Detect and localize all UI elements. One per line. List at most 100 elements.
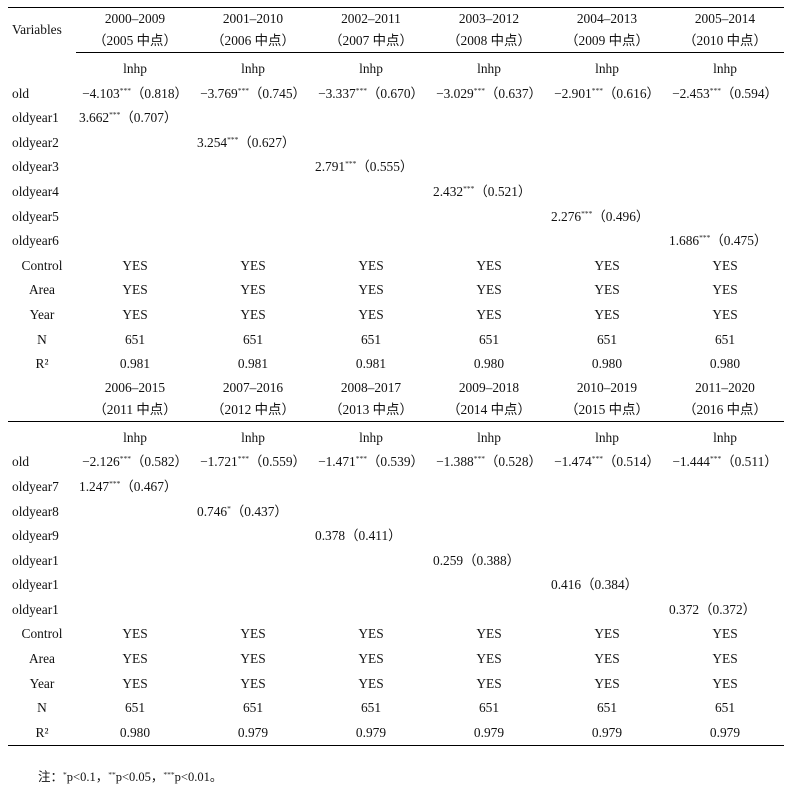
significance-stars: * [227,503,231,513]
row-label: oldyear1 [8,598,76,623]
midpoint-label: （2013 中点） [329,401,413,417]
cell-value: YES [122,257,148,273]
dep-var-cell: lnhp [194,426,312,451]
empty-cell [666,475,784,500]
empty-cell [8,398,76,422]
cell-value: 0.979 [237,724,269,740]
cell: YES [194,254,312,279]
empty-cell [76,500,194,525]
cell-value: 0.981 [237,356,269,372]
cell: YES [194,303,312,328]
n-row: N 651 651 651 651 651 651 [8,696,784,721]
dependent-variable-row: lnhp lnhp lnhp lnhp lnhp lnhp [8,57,784,82]
cell-value: YES [594,626,620,642]
variables-header [8,377,76,399]
row-label: Area [8,647,76,672]
empty-cell [312,475,430,500]
oldyear-coef-cell: 3.254***（0.627） [194,131,312,156]
year-row: Year YES YES YES YES YES YES [8,303,784,328]
coef-value: −3.337 [318,85,356,101]
oldyear-row: oldyear1 0.416（0.384） [8,573,784,598]
cell: YES [430,672,548,697]
empty-cell [8,57,76,82]
r2-row: R² 0.981 0.981 0.981 0.980 0.980 0.980 [8,352,784,377]
cell: 0.981 [312,352,430,377]
empty-cell [76,524,194,549]
empty-cell [666,106,784,131]
row-label-text: Control [21,257,63,273]
period-header: 2008–2017 [312,377,430,399]
midpoint-label: （2012 中点） [211,401,295,417]
significance-stars: *** [699,233,711,243]
oldyear-coef-cell: 0.416（0.384） [548,573,666,598]
standard-error: （0.528） [485,454,542,470]
cell: 0.979 [312,720,430,747]
old-coef-cell: −1.474***（0.514） [548,450,666,475]
row-label-text: oldyear1 [12,577,59,593]
cell-value: YES [476,306,502,322]
cell: YES [548,278,666,303]
cell-value: YES [240,282,266,298]
cell: YES [666,303,784,328]
row-label: Area [8,278,76,303]
period-label: 2002–2011 [341,11,401,26]
midpoint-header: （2014 中点） [430,398,548,422]
significance-stars: *** [710,454,722,464]
oldyear-coef-cell: 2.791***（0.555） [312,155,430,180]
dep-var-cell: lnhp [430,426,548,451]
old-coef-cell: −1.444***（0.511） [666,450,784,475]
standard-error: （0.511） [721,454,778,470]
coef-value: 3.254 [197,134,228,150]
cell: 651 [312,696,430,721]
note-text-1: p<0.1， [66,770,109,784]
significance-stars: *** [473,85,485,95]
significance-stars: *** [109,110,121,120]
cell: 651 [666,696,784,721]
cell-value: YES [476,257,502,273]
row-label: oldyear8 [8,500,76,525]
midpoint-label: （2005 中点） [93,33,177,48]
cell-value: 651 [242,331,264,347]
cell-value: YES [358,675,384,691]
variables-header: Variables [8,7,76,53]
cell-value: YES [594,282,620,298]
cell: YES [666,647,784,672]
cell-value: YES [476,626,502,642]
midpoint-label: （2008 中点） [447,33,531,48]
empty-cell [666,524,784,549]
cell: YES [548,672,666,697]
period-header: 2007–2016 [194,377,312,399]
dep-var-cell: lnhp [430,57,548,82]
row-label: Control [8,254,76,279]
dep-var-label: lnhp [241,61,265,76]
standard-error: （0.475） [710,233,768,249]
row-label: oldyear1 [8,106,76,131]
dep-var-label: lnhp [713,61,737,76]
empty-cell [76,180,194,205]
empty-cell [666,500,784,525]
cell-value: 651 [596,331,618,347]
coef-value: −2.453 [672,85,710,101]
cell-value: 0.980 [591,356,623,372]
significance-stars: *** [591,85,603,95]
cell-value: 651 [714,331,736,347]
n-row: N 651 651 651 651 651 651 [8,328,784,353]
cell: YES [312,278,430,303]
coef-value: 0.378 [315,528,346,544]
empty-cell [548,598,666,623]
row-label: oldyear7 [8,475,76,500]
standard-error: （0.707） [120,110,178,126]
cell: YES [430,647,548,672]
cell-value: 0.979 [591,724,623,740]
midpoint-label: （2014 中点） [447,401,531,417]
header-row-periods: Variables 2000–2009 2001–2010 2002–2011 2003… [8,7,784,53]
empty-cell [548,475,666,500]
empty-cell [548,131,666,156]
r2-row: R² 0.980 0.979 0.979 0.979 0.979 0.979 [8,720,784,747]
empty-cell [430,573,548,598]
dep-var-cell: lnhp [548,57,666,82]
period-label: 2011–2020 [695,379,755,395]
oldyear-row: oldyear7 1.247***（0.467） [8,475,784,500]
period-label: 2004–2013 [576,11,638,26]
oldyear-coef-cell: 0.372（0.372） [666,598,784,623]
